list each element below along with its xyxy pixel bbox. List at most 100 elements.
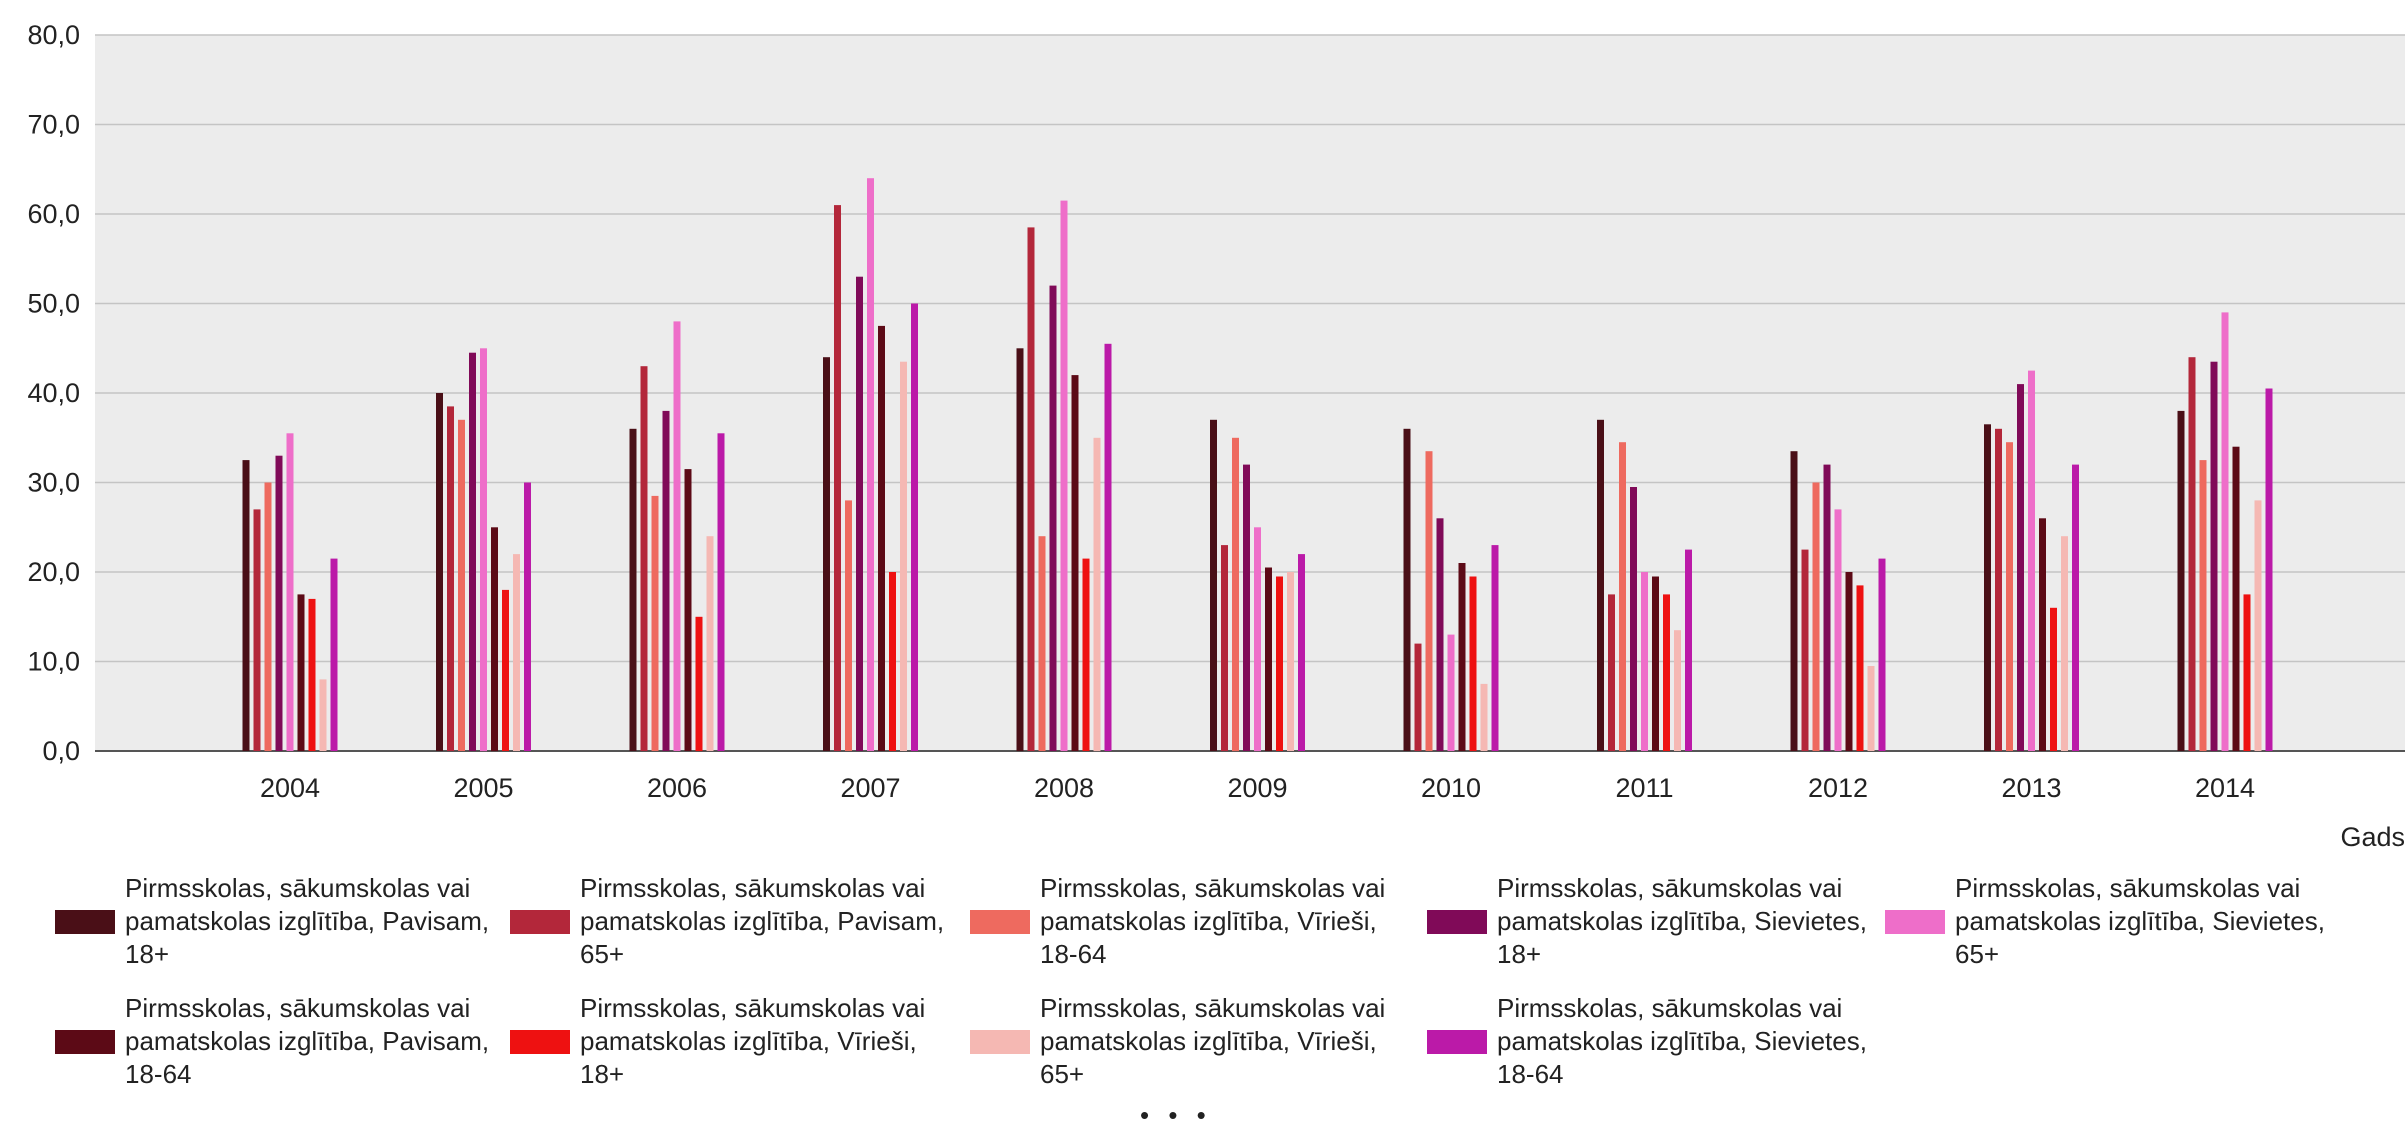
legend-item[interactable]: Pirmsskolas, sākumskolas vai pamatskolas…	[970, 872, 1410, 971]
bar[interactable]	[2061, 536, 2068, 751]
bar[interactable]	[2265, 388, 2273, 752]
bar[interactable]	[1425, 451, 1433, 751]
bar[interactable]	[651, 495, 659, 751]
bar[interactable]	[2232, 446, 2240, 751]
bar[interactable]	[1093, 437, 1101, 752]
bar[interactable]	[1491, 545, 1499, 751]
bar[interactable]	[911, 303, 918, 752]
bar[interactable]	[1071, 375, 1079, 751]
bar[interactable]	[1027, 227, 1035, 751]
bar[interactable]	[2050, 607, 2057, 751]
bar[interactable]	[900, 361, 907, 751]
bar[interactable]	[662, 410, 670, 751]
bar[interactable]	[2188, 357, 2196, 751]
bar[interactable]	[2199, 460, 2207, 751]
bar[interactable]	[242, 460, 250, 751]
bar[interactable]	[1458, 563, 1466, 751]
bar[interactable]	[330, 558, 338, 751]
bar[interactable]	[1082, 558, 1090, 751]
bar[interactable]	[1210, 419, 1217, 751]
bar[interactable]	[319, 679, 327, 751]
bar[interactable]	[706, 536, 714, 751]
legend-item[interactable]: Pirmsskolas, sākumskolas vai pamatskolas…	[510, 992, 950, 1091]
bar[interactable]	[1243, 464, 1250, 751]
bar[interactable]	[1867, 666, 1875, 751]
bar[interactable]	[2039, 518, 2046, 751]
bar[interactable]	[524, 482, 531, 752]
bar[interactable]	[1801, 549, 1809, 751]
bar[interactable]	[629, 428, 637, 751]
bar[interactable]	[1480, 683, 1488, 751]
bar[interactable]	[1834, 509, 1842, 751]
bar[interactable]	[889, 572, 896, 751]
bar[interactable]	[1254, 527, 1261, 752]
bar[interactable]	[1674, 630, 1681, 751]
bar[interactable]	[1287, 572, 1294, 751]
bar[interactable]	[436, 393, 443, 751]
bar[interactable]	[275, 455, 283, 751]
bar[interactable]	[1878, 558, 1886, 751]
bar[interactable]	[264, 482, 272, 752]
bar[interactable]	[1232, 437, 1239, 752]
bar[interactable]	[1447, 634, 1455, 751]
bar[interactable]	[1276, 576, 1283, 752]
bar[interactable]	[1619, 442, 1626, 751]
bar[interactable]	[1221, 545, 1228, 751]
bar[interactable]	[2028, 370, 2035, 751]
bar[interactable]	[867, 178, 874, 751]
bar[interactable]	[2210, 361, 2218, 751]
bar[interactable]	[1436, 518, 1444, 751]
bar[interactable]	[2243, 594, 2251, 751]
bar[interactable]	[834, 205, 841, 752]
bar[interactable]	[1823, 464, 1831, 751]
bar[interactable]	[1104, 343, 1112, 751]
bar[interactable]	[823, 357, 830, 751]
bar[interactable]	[2017, 384, 2024, 751]
bar[interactable]	[1663, 594, 1670, 751]
bar[interactable]	[2254, 500, 2262, 751]
legend-item[interactable]: Pirmsskolas, sākumskolas vai pamatskolas…	[55, 992, 495, 1091]
legend-item[interactable]: Pirmsskolas, sākumskolas vai pamatskolas…	[1427, 872, 1867, 971]
bar[interactable]	[502, 589, 509, 751]
bar[interactable]	[640, 366, 648, 751]
legend-more-indicator[interactable]: • • •	[1140, 1100, 1212, 1130]
bar[interactable]	[1469, 576, 1477, 752]
legend-item[interactable]: Pirmsskolas, sākumskolas vai pamatskolas…	[970, 992, 1410, 1091]
bar[interactable]	[458, 419, 465, 751]
bar[interactable]	[1597, 419, 1604, 751]
bar[interactable]	[1845, 572, 1853, 751]
bar[interactable]	[1630, 487, 1637, 751]
bar[interactable]	[447, 406, 454, 751]
bar[interactable]	[1856, 585, 1864, 751]
bar[interactable]	[717, 433, 725, 751]
legend-item[interactable]: Pirmsskolas, sākumskolas vai pamatskolas…	[1885, 872, 2325, 971]
bar[interactable]	[297, 594, 305, 751]
bar[interactable]	[1812, 482, 1820, 752]
bar[interactable]	[1641, 572, 1648, 751]
bar[interactable]	[2177, 410, 2185, 751]
bar[interactable]	[1049, 285, 1057, 751]
bar[interactable]	[1995, 428, 2002, 751]
bar[interactable]	[695, 616, 703, 752]
bar[interactable]	[286, 433, 294, 751]
bar[interactable]	[253, 509, 261, 751]
bar[interactable]	[1984, 424, 1991, 751]
bar[interactable]	[2221, 312, 2229, 751]
bar[interactable]	[2072, 464, 2079, 751]
bar[interactable]	[856, 276, 863, 751]
legend-item[interactable]: Pirmsskolas, sākumskolas vai pamatskolas…	[1427, 992, 1867, 1091]
bar[interactable]	[1790, 451, 1798, 751]
bar[interactable]	[878, 325, 885, 751]
bar[interactable]	[1685, 549, 1692, 751]
bar[interactable]	[1265, 567, 1272, 752]
bar[interactable]	[1652, 576, 1659, 752]
bar[interactable]	[1403, 428, 1411, 751]
bar[interactable]	[491, 527, 498, 752]
bar[interactable]	[308, 598, 316, 751]
bar[interactable]	[1414, 643, 1422, 751]
bar[interactable]	[1038, 536, 1046, 751]
bar[interactable]	[684, 469, 692, 751]
bar[interactable]	[469, 352, 476, 751]
bar[interactable]	[513, 554, 520, 751]
bar[interactable]	[480, 348, 487, 752]
